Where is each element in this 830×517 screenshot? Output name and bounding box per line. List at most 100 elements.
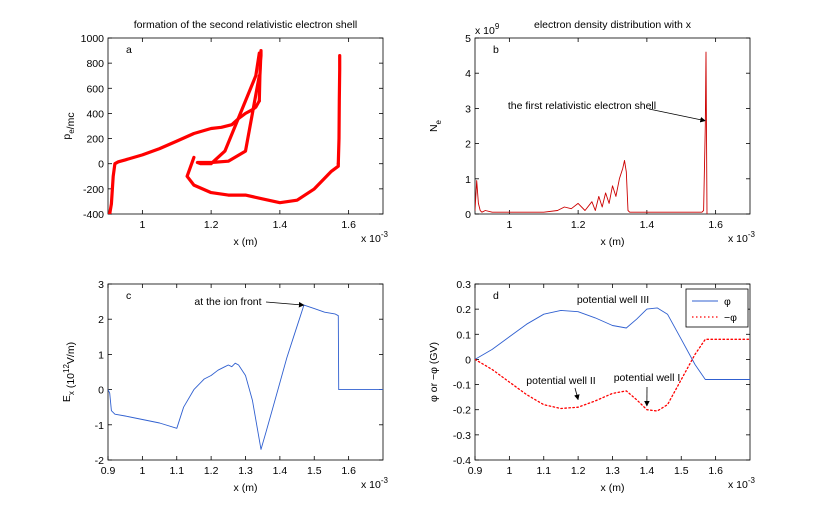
x-tick-label: 1.6	[341, 465, 356, 477]
x-tick-label: 1.4	[273, 465, 288, 477]
series--	[475, 338, 750, 412]
y-tick-label: 0	[465, 354, 471, 366]
y-tick-label: 1000	[81, 33, 105, 45]
chart-title: electron density distribution with x	[534, 19, 692, 31]
x-axis-label: x (m)	[234, 236, 258, 248]
series-n-e	[475, 51, 708, 214]
panel-b: 1 1.2 1.4 1.6 0 1 2 3 4 5 x 10-3 x 109 electron dens…	[428, 19, 756, 248]
x-axis-label: x (m)	[234, 482, 258, 494]
x-tick-label: 1.3	[238, 465, 253, 477]
x-tick-label: 1.1	[536, 465, 551, 477]
annotation-label: potential well II	[526, 375, 595, 387]
y-tick-label: -0.4	[453, 455, 471, 467]
panel-d: 0.9 1 1.1 1.2 1.3 1.4 1.5 1.6 -0.4 -0.3 -0.2 -0.1 0 0…	[428, 279, 756, 494]
panel-label: d	[493, 290, 499, 302]
y-tick-label: 0.3	[456, 279, 471, 291]
series-shell2-vertical	[257, 48, 263, 103]
annotation-arrow	[574, 387, 580, 401]
y-tick-label: 1	[465, 174, 471, 186]
y-tick-label: 600	[86, 83, 104, 95]
annotation-arrow	[648, 108, 706, 123]
y-tick-label: -0.2	[453, 405, 471, 417]
series--	[475, 307, 750, 380]
x-tick-label: 1.1	[169, 465, 184, 477]
x-tick-label: 1.3	[605, 465, 620, 477]
x-tick-label: 0.9	[468, 465, 483, 477]
y-tick-label: 2	[465, 139, 471, 151]
x-axis-label: x (m)	[601, 236, 625, 248]
x-exponent: x 10-3	[728, 476, 756, 491]
x-tick-label: 1.2	[204, 219, 219, 231]
y-tick-label: -0.3	[453, 430, 471, 442]
legend-entry: −φ	[724, 312, 737, 324]
annotation-label: potential well I	[614, 372, 681, 384]
x-exponent: x 10-3	[361, 230, 389, 245]
y-tick-label: 3	[465, 103, 471, 115]
x-tick-label: 1	[139, 465, 145, 477]
y-tick-label: -2	[95, 455, 104, 467]
legend-box	[685, 288, 749, 328]
x-exponent: x 10-3	[728, 230, 756, 245]
annotation-label: potential well III	[577, 294, 649, 306]
x-tick-label: 1.2	[571, 465, 586, 477]
y-tick-label: -0.1	[453, 380, 471, 392]
y-tick-label: 0.2	[456, 304, 471, 316]
annotation-label: the first relativistic electron shell	[508, 100, 656, 112]
y-tick-label: 1	[98, 349, 104, 361]
series-inner-loop	[195, 51, 261, 166]
x-tick-label: 1.5	[674, 465, 689, 477]
x-tick-label: 1.2	[571, 219, 586, 231]
panel-label: c	[126, 290, 131, 302]
panel-c: 0.9 1 1.1 1.2 1.3 1.4 1.5 1.6 -2 -1 0 1 2 3 x 10-3 x (m…	[61, 279, 389, 494]
x-tick-label: 1.4	[273, 219, 288, 231]
series-lower-loop	[185, 155, 340, 205]
x-tick-label: 0.9	[101, 465, 116, 477]
axes-frame	[107, 283, 384, 461]
x-tick-label: 1	[506, 465, 512, 477]
panel-a: 1 1.2 1.4 1.6 -400 -200 0 200 400 600 800 1000 x 10-…	[61, 19, 389, 248]
y-tick-label: 0.1	[456, 329, 471, 341]
legend: φ −φ	[685, 288, 749, 328]
x-tick-label: 1.4	[640, 465, 655, 477]
series-trajectory	[108, 99, 261, 214]
y-axis-label: Ex (1012V/m)	[61, 342, 77, 402]
y-tick-label: -1	[95, 420, 104, 432]
y-tick-label: 200	[86, 134, 104, 146]
x-tick-label: 1.2	[204, 465, 219, 477]
y-axis-label: Ne	[428, 119, 443, 132]
x-tick-label: 1	[506, 219, 512, 231]
x-tick-label: 1.6	[341, 219, 356, 231]
x-exponent: x 10-3	[361, 476, 389, 491]
series-e-x	[108, 304, 383, 450]
y-tick-label: 5	[465, 33, 471, 45]
series-shell1-vertical	[336, 53, 342, 166]
y-tick-label: 800	[86, 58, 104, 70]
panel-label: a	[126, 44, 132, 56]
y-axis-label: pe/mc	[61, 112, 77, 139]
x-tick-label: 1.6	[708, 219, 723, 231]
y-exponent: x 109	[475, 22, 500, 37]
y-tick-label: 3	[98, 279, 104, 291]
x-tick-label: 1.5	[307, 465, 322, 477]
axes-frame	[474, 37, 751, 215]
axes-frame	[107, 37, 384, 215]
y-tick-label: 2	[98, 314, 104, 326]
y-tick-label: -400	[83, 209, 104, 221]
legend-entry: φ	[724, 296, 731, 308]
x-tick-label: 1	[139, 219, 145, 231]
annotation-label: at the ion front	[194, 296, 261, 308]
x-tick-label: 1.6	[708, 465, 723, 477]
x-axis-label: x (m)	[601, 482, 625, 494]
y-axis-label: φ or −φ (GV)	[428, 342, 440, 402]
y-tick-label: 4	[465, 68, 471, 80]
y-tick-label: 0	[465, 209, 471, 221]
x-tick-label: 1.4	[640, 219, 655, 231]
y-tick-label: -200	[83, 184, 104, 196]
annotation-arrow	[265, 301, 305, 308]
y-tick-label: 400	[86, 108, 104, 120]
panel-label: b	[493, 44, 499, 56]
y-tick-label: 0	[98, 159, 104, 171]
chart-title: formation of the second relativistic ele…	[134, 19, 358, 31]
y-tick-label: 0	[98, 385, 104, 397]
